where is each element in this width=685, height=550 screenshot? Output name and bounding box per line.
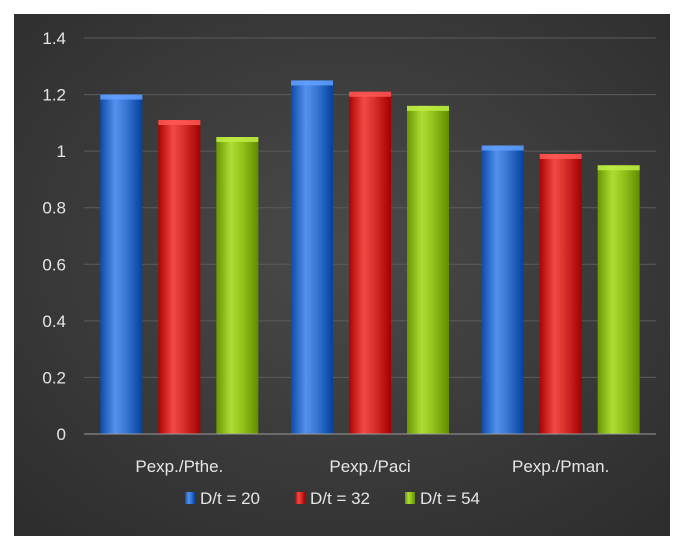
- bar-cap: [100, 94, 143, 100]
- y-tick-label: 1.2: [42, 86, 66, 105]
- bar-1-1: [100, 94, 143, 435]
- legend-label: D/t = 32: [310, 489, 370, 508]
- bar-1-3: [216, 137, 259, 434]
- x-tick-label: Pexp./Pthe.: [135, 457, 223, 476]
- bar-cap: [539, 153, 582, 159]
- legend-label: D/t = 20: [200, 489, 260, 508]
- bars: [100, 80, 640, 435]
- bar-3-3: [597, 165, 640, 435]
- x-tick-label: Pexp./Paci: [329, 457, 410, 476]
- bar-cap: [407, 105, 449, 111]
- bar: [216, 137, 259, 434]
- chart-container: 0 0.2 0.4 0.6 0.8 1 1.2 1.4 Pexp./Pthe. Pexp./Pa…: [14, 14, 670, 536]
- legend-swatch: [295, 492, 305, 504]
- bar: [349, 91, 391, 434]
- bar-3-1: [481, 145, 524, 434]
- bar-2-1: [291, 80, 333, 434]
- y-tick-label: 1.4: [42, 29, 66, 48]
- bar-cap: [158, 120, 201, 126]
- legend-label: D/t = 54: [420, 489, 480, 508]
- legend-swatch: [405, 492, 415, 504]
- legend-item-2: D/t = 32: [295, 489, 370, 508]
- bar: [158, 120, 201, 435]
- bar: [407, 105, 449, 434]
- bar: [481, 145, 524, 434]
- bar-cap: [597, 165, 640, 171]
- bar: [100, 94, 143, 435]
- bar: [291, 80, 333, 434]
- legend-item-1: D/t = 20: [185, 489, 260, 508]
- x-axis-ticks: Pexp./Pthe. Pexp./Paci Pexp./Pman.: [135, 457, 609, 476]
- y-axis-ticks: 0 0.2 0.4 0.6 0.8 1 1.2 1.4: [42, 29, 66, 444]
- bar: [597, 165, 640, 435]
- y-tick-label: 0.2: [42, 368, 66, 387]
- y-tick-label: 1: [57, 142, 66, 161]
- bar-2-3: [407, 105, 449, 434]
- bar-cap: [349, 91, 391, 97]
- bar-1-2: [158, 120, 201, 435]
- y-tick-label: 0: [57, 425, 66, 444]
- x-tick-label: Pexp./Pman.: [512, 457, 609, 476]
- bar-cap: [481, 145, 524, 151]
- y-tick-label: 0.6: [42, 255, 66, 274]
- bar-3-2: [539, 153, 582, 434]
- y-tick-label: 0.8: [42, 199, 66, 218]
- y-tick-label: 0.4: [42, 312, 66, 331]
- legend-item-3: D/t = 54: [405, 489, 480, 508]
- legend-swatch: [185, 492, 195, 504]
- bar-cap: [291, 80, 333, 86]
- legend: D/t = 20 D/t = 32 D/t = 54: [185, 489, 480, 508]
- bar-2-2: [349, 91, 391, 434]
- bar-chart: 0 0.2 0.4 0.6 0.8 1 1.2 1.4 Pexp./Pthe. Pexp./Pa…: [14, 14, 670, 536]
- bar: [539, 153, 582, 434]
- bar-cap: [216, 137, 259, 142]
